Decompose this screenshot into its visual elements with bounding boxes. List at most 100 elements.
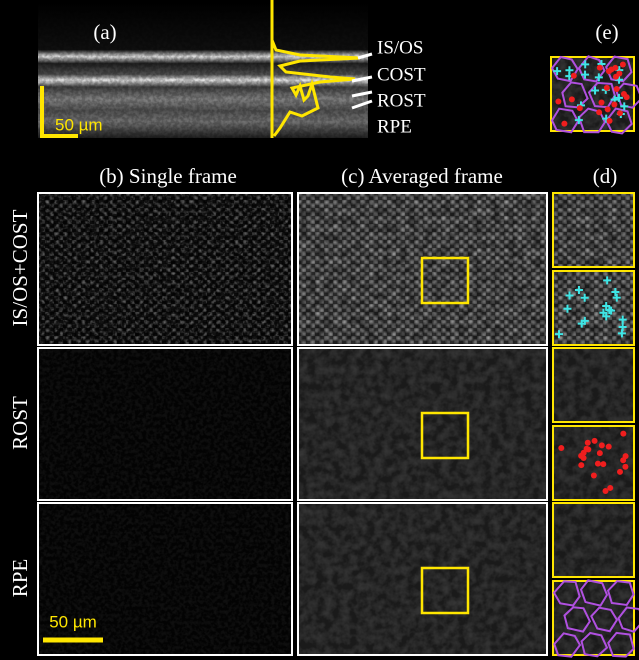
rod-marker — [603, 84, 610, 91]
rpe-cell-outline — [553, 632, 582, 658]
rod-marker — [612, 64, 619, 71]
image-border — [297, 502, 548, 656]
rpe-cell-outline — [550, 107, 580, 134]
rpe-cell-outline — [617, 606, 639, 633]
cone-marker — [611, 288, 620, 297]
cone-marker — [602, 302, 611, 311]
image-border — [297, 347, 548, 501]
cone-marker — [581, 60, 590, 69]
row-label: IS/OS+COST — [8, 209, 32, 326]
rod-marker — [598, 99, 605, 106]
image-border — [37, 502, 293, 656]
pointer — [351, 99, 373, 110]
rod-marker — [622, 453, 629, 460]
image-border — [297, 192, 548, 346]
cone-marker — [574, 116, 583, 125]
rpe-cell-outline — [607, 631, 635, 658]
panel-label: (e) — [595, 20, 618, 44]
rod-marker — [590, 472, 597, 479]
layer-pointers — [351, 52, 373, 110]
image-border — [552, 425, 635, 501]
cone-marker — [580, 293, 589, 302]
rod-marker — [555, 98, 562, 105]
pointer — [351, 75, 373, 83]
image-border — [552, 192, 635, 268]
rod-marker — [600, 461, 607, 468]
column-header: (b) Single frame — [99, 164, 237, 188]
rod-marker — [578, 462, 585, 469]
rod-marker — [584, 439, 591, 446]
rod-marker — [620, 430, 627, 437]
scale-label: 50 µm — [49, 612, 97, 631]
rod-marker — [558, 445, 565, 452]
speckle — [553, 426, 634, 500]
column-header: (d) — [593, 164, 618, 188]
rod-marker — [616, 468, 623, 475]
cone-marker — [594, 73, 603, 82]
pointer — [351, 90, 373, 98]
rod-marker — [605, 443, 612, 450]
panel-label: (a) — [93, 20, 116, 44]
cone-marker — [607, 306, 616, 315]
rod-marker — [607, 484, 614, 491]
row-label: RPE — [8, 559, 32, 598]
image-border — [552, 502, 635, 578]
cone-marker — [612, 293, 621, 302]
cone-marker — [581, 70, 590, 79]
rod-marker — [596, 64, 603, 71]
rod-marker — [613, 86, 620, 93]
cone-marker — [617, 329, 626, 338]
cone-marker — [555, 330, 564, 339]
intensity-profile — [270, 39, 361, 137]
cone-marker — [603, 276, 612, 285]
roi-box — [420, 256, 470, 305]
speckle — [38, 348, 292, 500]
rod-marker — [616, 70, 623, 77]
cone-marker — [563, 304, 572, 313]
rod-marker — [561, 120, 568, 127]
rod-marker — [604, 106, 611, 113]
speckle — [553, 348, 634, 422]
layer-label: RPE — [377, 116, 412, 137]
rod-marker — [611, 101, 618, 108]
rod-marker — [594, 460, 601, 467]
rpe-cell-outline — [563, 606, 592, 633]
rod-marker — [596, 109, 603, 116]
rpe-cell-outline — [580, 631, 609, 658]
layer-label: IS/OS — [377, 37, 423, 58]
pointer — [357, 52, 373, 60]
cone-marker — [618, 315, 627, 324]
rod-marker — [576, 105, 583, 112]
scale-bar-a — [40, 86, 78, 138]
rpe-cell-outline — [552, 580, 581, 607]
image-border — [552, 270, 635, 346]
speckle — [38, 193, 292, 345]
rpe-cell-outline — [606, 580, 635, 607]
column-header: (c) Averaged frame — [341, 164, 503, 188]
cone-marker — [591, 86, 600, 95]
rod-marker — [596, 450, 603, 457]
rod-marker — [622, 463, 629, 470]
cone-marker — [614, 93, 623, 102]
rod-marker — [598, 442, 605, 449]
image-border — [552, 347, 635, 423]
rod-marker — [570, 72, 577, 79]
rpe-cell-outline — [579, 579, 609, 607]
speckle — [553, 581, 634, 655]
rod-marker — [606, 117, 613, 124]
cone-marker — [620, 102, 629, 111]
rod-marker — [591, 437, 598, 444]
rod-marker — [605, 68, 612, 75]
cone-marker — [580, 316, 589, 325]
rod-marker — [620, 91, 627, 98]
rod-marker — [583, 445, 590, 452]
rpe-cell-outline — [590, 606, 619, 633]
rod-marker — [578, 452, 585, 459]
speckle — [553, 193, 634, 267]
rod-marker — [616, 110, 623, 117]
roi-box — [420, 566, 470, 615]
rpe-cell-outline — [577, 55, 606, 83]
speckle — [553, 503, 634, 577]
